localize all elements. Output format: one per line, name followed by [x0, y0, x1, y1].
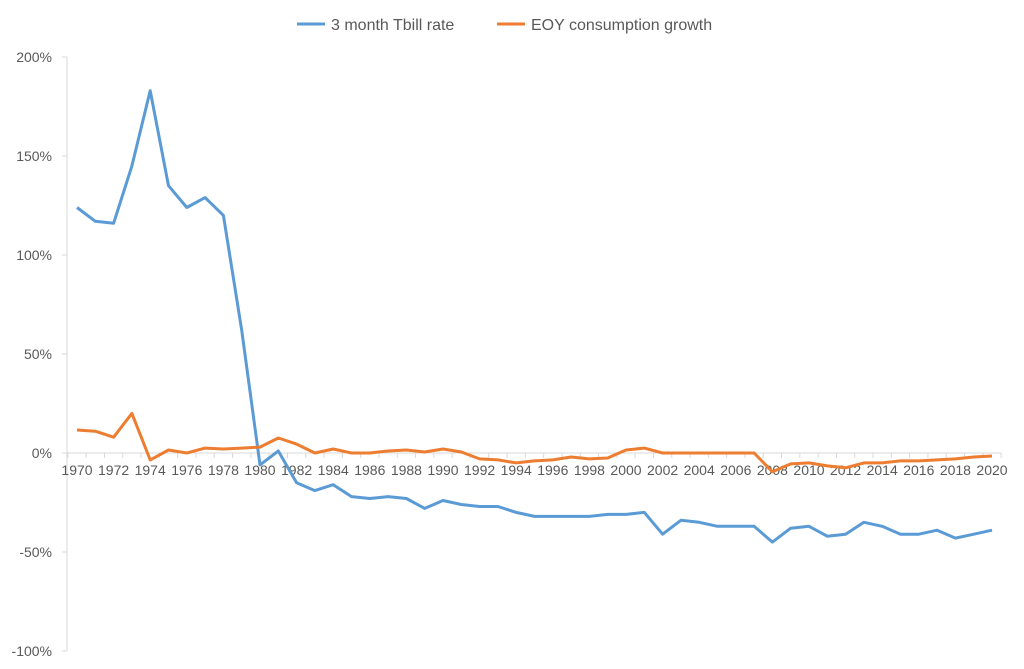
x-tick-label: 1988 [391, 462, 422, 478]
x-tick-label: 1974 [135, 462, 166, 478]
x-tick-label: 2004 [684, 462, 715, 478]
x-tick-label: 2000 [610, 462, 641, 478]
x-tick-label: 1970 [61, 462, 92, 478]
x-tick-label: 1998 [574, 462, 605, 478]
x-tick-label: 1976 [171, 462, 202, 478]
x-tick-label: 1992 [464, 462, 495, 478]
x-tick-label: 2006 [720, 462, 751, 478]
x-tick-label: 1978 [208, 462, 239, 478]
y-tick-label: 100% [16, 247, 52, 263]
series-line-tbill-rate [76, 89, 993, 544]
x-tick-label: 1984 [318, 462, 349, 478]
x-tick-label: 2010 [793, 462, 824, 478]
y-tick-label: 0% [32, 445, 52, 461]
series-line-consumption-growth [76, 411, 993, 474]
x-tick-label: 1972 [98, 462, 129, 478]
x-tick-label: 1996 [537, 462, 568, 478]
x-tick-label: 1990 [427, 462, 458, 478]
x-tick-label: 2018 [940, 462, 971, 478]
x-tick-label: 2014 [867, 462, 898, 478]
x-tick-label: 1980 [244, 462, 275, 478]
y-tick-label: -50% [19, 544, 52, 560]
x-tick-label: 2002 [647, 462, 678, 478]
x-tick-label: 1986 [354, 462, 385, 478]
y-tick-label: 150% [16, 148, 52, 164]
y-tick-label: -100% [12, 643, 52, 659]
x-tick-label: 2020 [976, 462, 1007, 478]
x-tick-label: 1994 [501, 462, 532, 478]
legend-label: EOY consumption growth [531, 17, 712, 34]
y-tick-label: 200% [16, 49, 52, 65]
x-tick-label: 2016 [903, 462, 934, 478]
y-tick-label: 50% [24, 346, 52, 362]
x-tick-label: 1982 [281, 462, 312, 478]
legend-label: 3 month Tbill rate [331, 17, 454, 34]
